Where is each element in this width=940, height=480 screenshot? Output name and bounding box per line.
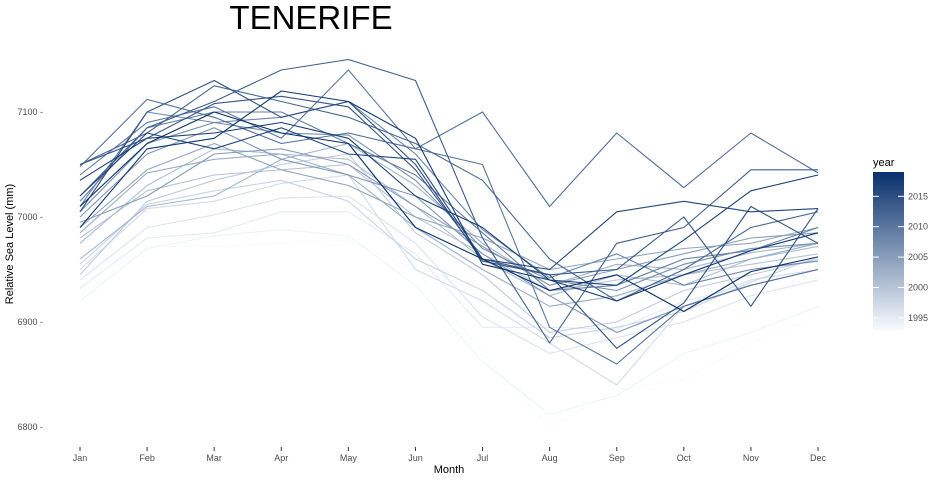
x-tick-label: Jun: [408, 453, 423, 463]
x-tick-label: Apr: [274, 453, 288, 463]
series-line-1993: [79, 239, 819, 428]
chart-title: TENERIFE: [229, 0, 392, 36]
x-tick-label: Jan: [73, 453, 88, 463]
legend-tick-label: 1995: [908, 313, 928, 323]
x-tick-label: Dec: [810, 453, 827, 463]
legend-tick-label: 2005: [908, 252, 928, 262]
series-line-2011: [79, 98, 819, 208]
series-line-2000: [79, 163, 819, 292]
legend-tick-label: 2015: [908, 191, 928, 201]
y-tick-label: 6900 -: [17, 317, 43, 327]
x-axis: Jan Feb Mar Apr May Jun Jul Aug Sep Oct Nov Dec: [73, 447, 827, 463]
legend-colorbar: [873, 172, 904, 330]
series-lines: [79, 58, 819, 428]
x-tick-label: Nov: [743, 453, 760, 463]
series-line-2007: [79, 121, 819, 292]
y-tick-label: 6800 -: [17, 422, 43, 432]
x-tick-label: Sep: [609, 453, 625, 463]
x-tick-label: Oct: [677, 453, 692, 463]
series-line-1997: [79, 174, 819, 386]
x-tick-label: Feb: [139, 453, 155, 463]
series-line-2019: [79, 111, 819, 313]
series-line-2008: [79, 100, 819, 286]
legend-tick-label: 2000: [908, 282, 928, 292]
x-axis-title: Month: [434, 464, 465, 476]
x-tick-label: Jul: [477, 453, 489, 463]
color-legend: year 1995 2000 2005 2010 2015: [873, 157, 928, 330]
y-tick-label: 7100 -: [17, 107, 43, 117]
series-line-2004: [79, 142, 819, 271]
series-line-2010: [79, 69, 819, 365]
x-tick-label: May: [340, 453, 358, 463]
series-line-1994: [79, 229, 819, 415]
y-axis-title: Relative Sea Level (mm): [4, 184, 16, 304]
y-tick-label: 7000 -: [17, 212, 43, 222]
series-line-2003: [79, 153, 819, 307]
series-line-2018: [79, 90, 819, 302]
y-axis: 6800 - 6900 - 7000 - 7100 -: [17, 107, 43, 432]
series-line-2016: [79, 127, 819, 271]
series-line-2017: [79, 121, 819, 286]
series-line-1998: [79, 179, 819, 339]
series-line-2012: [79, 85, 819, 302]
legend-ticks: 1995 2000 2005 2010 2015: [873, 191, 928, 323]
legend-tick-label: 2010: [908, 222, 928, 232]
series-line-1996: [79, 195, 819, 355]
series-line-2001: [79, 148, 819, 297]
series-line-2015: [79, 79, 819, 349]
series-line-2013: [79, 58, 818, 344]
x-tick-label: Aug: [542, 453, 558, 463]
series-line-2005: [79, 148, 819, 286]
x-tick-label: Mar: [206, 453, 222, 463]
legend-title: year: [873, 157, 895, 169]
series-line-1995: [79, 211, 819, 330]
